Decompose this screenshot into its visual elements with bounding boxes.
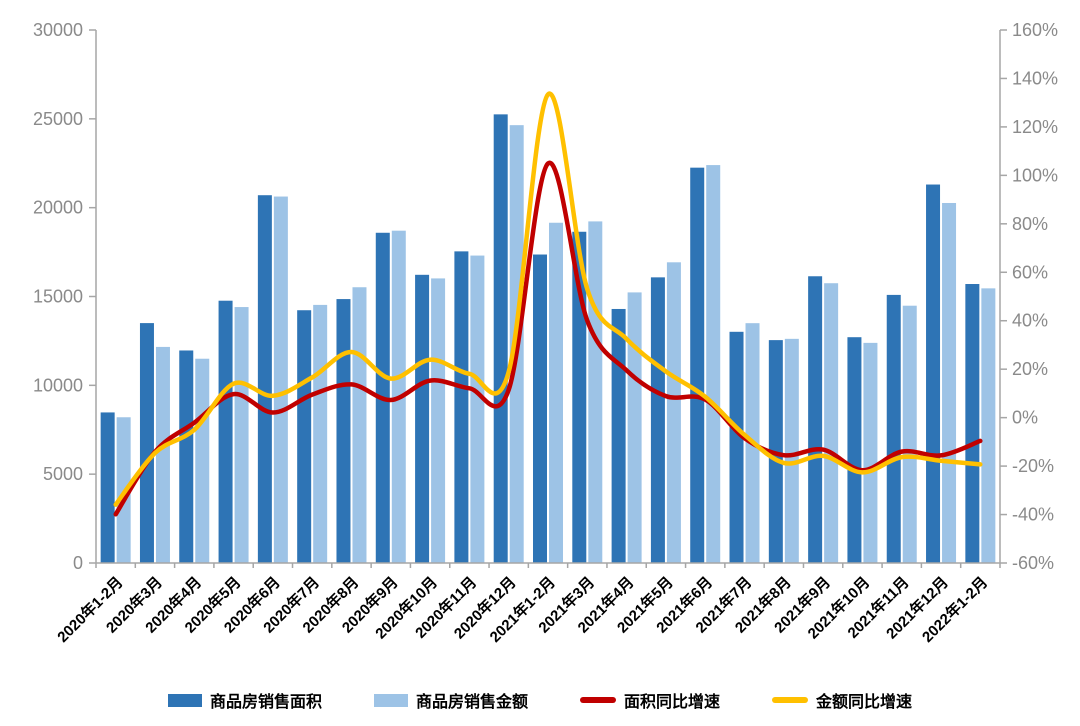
- left-axis-tick-label: 5000: [43, 464, 83, 484]
- legend-line-swatch: [772, 697, 809, 703]
- left-axis-tick-label: 0: [73, 553, 83, 573]
- bar: [257, 195, 272, 563]
- bar: [981, 288, 996, 563]
- bar: [470, 255, 485, 563]
- bar: [627, 292, 642, 563]
- legend-label: 金额同比增速: [816, 694, 913, 711]
- bars-sales-area: [100, 114, 980, 564]
- bar: [155, 346, 170, 563]
- chart-legend: 商品房销售面积 商品房销售金额 面积同比增速 金额同比增速: [0, 688, 1080, 712]
- bar: [297, 310, 312, 563]
- bar: [195, 358, 210, 563]
- legend-bar-swatch: [373, 693, 408, 707]
- bar: [902, 305, 917, 563]
- bar: [549, 222, 563, 563]
- x-axis-ticks: [95, 563, 1001, 568]
- x-axis-labels: 2020年1-2月2020年3月2020年4月2020年5月2020年6月202…: [54, 573, 992, 646]
- bar: [666, 262, 681, 563]
- right-axis-tick-label: 120%: [1012, 117, 1058, 137]
- bar: [454, 251, 469, 563]
- bar: [313, 304, 328, 563]
- bar: [611, 308, 626, 563]
- right-axis-tick-label: 160%: [1012, 20, 1058, 40]
- right-axis-tick-label: -40%: [1012, 505, 1054, 525]
- line-area-yoy: [113, 160, 983, 517]
- bar: [572, 231, 587, 563]
- legend-item-3: 面积同比增速: [580, 688, 720, 712]
- bar: [784, 338, 799, 563]
- legend-bar-swatch: [167, 693, 202, 707]
- right-axis-tick-label: 100%: [1012, 165, 1058, 185]
- left-axis-tick-label: 30000: [33, 20, 83, 40]
- right-axis-tick-label: 60%: [1012, 262, 1048, 282]
- bar: [336, 299, 351, 563]
- legend-item-1: 商品房销售面积: [167, 688, 322, 712]
- bar: [942, 202, 957, 564]
- legend-item-2: 商品房销售金额: [373, 688, 528, 712]
- bar: [650, 277, 665, 563]
- legend-item-4: 金额同比增速: [772, 688, 912, 712]
- line-amount-yoy: [113, 91, 983, 507]
- bar: [431, 278, 446, 563]
- bar: [533, 254, 547, 563]
- bar: [965, 284, 980, 563]
- bar: [218, 300, 233, 563]
- right-axis-tick-label: 140%: [1012, 68, 1058, 88]
- legend-label: 面积同比增速: [624, 694, 721, 711]
- bar: [824, 283, 839, 563]
- right-axis-ticks: -60% -40% -20% 0% 20% 40% 60% 80% 100% 120% 140% 16…: [1000, 20, 1058, 573]
- bar: [690, 167, 705, 563]
- bar: [847, 337, 862, 563]
- bar: [179, 350, 194, 563]
- legend-label: 商品房销售面积: [209, 694, 322, 711]
- right-axis-tick-label: -20%: [1012, 456, 1054, 476]
- right-axis-tick-label: 80%: [1012, 214, 1048, 234]
- bar: [808, 276, 823, 563]
- bar: [139, 323, 154, 563]
- left-axis-ticks: 0 5000 10000 15000 20000 25000 30000: [33, 20, 96, 573]
- bar: [352, 287, 367, 563]
- right-axis-tick-label: 20%: [1012, 359, 1048, 379]
- bar: [706, 165, 721, 563]
- left-axis-tick-label: 15000: [33, 287, 83, 307]
- bar: [100, 412, 115, 563]
- right-axis-tick-label: 0%: [1012, 408, 1038, 428]
- bar: [588, 221, 603, 563]
- right-axis-tick-label: 40%: [1012, 311, 1048, 331]
- left-axis-tick-label: 25000: [33, 109, 83, 129]
- bar: [273, 196, 288, 564]
- left-axis-tick-label: 20000: [33, 198, 83, 218]
- right-axis-tick-label: -60%: [1012, 553, 1054, 573]
- bar: [493, 114, 508, 564]
- bar: [415, 274, 430, 563]
- bar: [729, 331, 744, 563]
- bar: [886, 294, 901, 563]
- bars-sales-amount: [116, 125, 996, 564]
- left-axis-tick-label: 10000: [33, 375, 83, 395]
- bar: [234, 307, 249, 563]
- bar: [926, 184, 941, 563]
- bar: [863, 342, 878, 563]
- legend-label: 商品房销售金额: [415, 694, 528, 711]
- legend-line-swatch: [580, 697, 616, 703]
